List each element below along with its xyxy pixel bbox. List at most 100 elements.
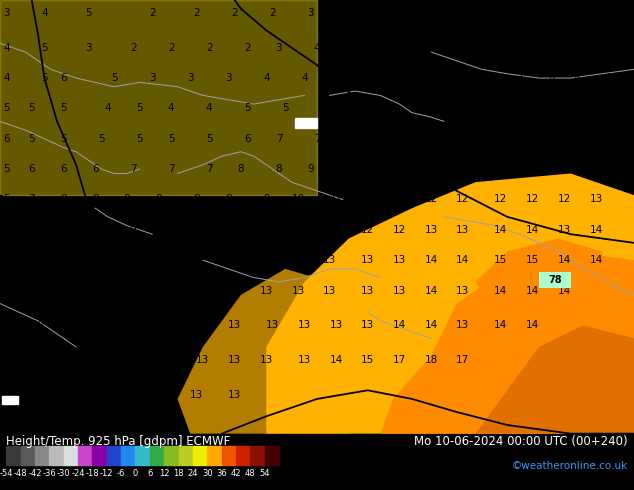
Text: 8: 8 — [485, 73, 491, 83]
Text: 5: 5 — [136, 103, 143, 113]
Text: 9: 9 — [3, 320, 10, 330]
Bar — [35, 446, 49, 465]
Bar — [78, 446, 93, 465]
Text: 6: 6 — [466, 43, 472, 53]
Bar — [2, 396, 18, 404]
Text: 12: 12 — [228, 286, 241, 295]
Text: 12: 12 — [159, 468, 169, 478]
Text: -42: -42 — [29, 468, 42, 478]
Text: 13: 13 — [361, 255, 374, 265]
Text: 13: 13 — [260, 355, 273, 365]
Text: 13: 13 — [425, 225, 437, 235]
Text: 13: 13 — [298, 320, 311, 330]
Text: 9: 9 — [586, 103, 593, 113]
Text: 4: 4 — [453, 8, 460, 18]
Text: 11: 11 — [38, 390, 51, 400]
Text: 11: 11 — [330, 195, 342, 204]
Text: 3: 3 — [276, 43, 282, 53]
Text: 6: 6 — [244, 134, 250, 144]
Text: 5: 5 — [29, 103, 35, 113]
Text: 14: 14 — [425, 286, 437, 295]
Text: 5: 5 — [428, 43, 434, 53]
Text: 3: 3 — [225, 73, 231, 83]
Text: 5: 5 — [282, 103, 288, 113]
Text: 4: 4 — [314, 43, 320, 53]
Text: 11: 11 — [158, 286, 171, 295]
Text: 10: 10 — [292, 195, 304, 204]
Text: 0: 0 — [586, 8, 593, 18]
Text: 13: 13 — [393, 255, 406, 265]
Text: 10: 10 — [342, 164, 355, 174]
Text: 11: 11 — [95, 320, 108, 330]
Bar — [236, 446, 250, 465]
Text: 4: 4 — [206, 103, 212, 113]
Text: 14: 14 — [330, 355, 342, 365]
Bar — [93, 446, 107, 465]
Text: 6: 6 — [3, 134, 10, 144]
Bar — [221, 446, 236, 465]
Text: 15: 15 — [495, 255, 507, 265]
Text: 13: 13 — [298, 355, 311, 365]
Text: 3: 3 — [307, 8, 314, 18]
Text: 13: 13 — [456, 225, 469, 235]
Text: 6: 6 — [504, 43, 510, 53]
Text: 2: 2 — [130, 43, 136, 53]
Text: 10: 10 — [0, 355, 13, 365]
Text: 9: 9 — [130, 225, 136, 235]
Text: 8: 8 — [574, 73, 580, 83]
Text: -36: -36 — [42, 468, 56, 478]
Text: 42: 42 — [231, 468, 241, 478]
Text: 5: 5 — [60, 103, 67, 113]
Text: 10: 10 — [482, 134, 495, 144]
Text: 5: 5 — [3, 195, 10, 204]
Text: 6: 6 — [529, 8, 536, 18]
Text: 17: 17 — [456, 355, 469, 365]
Text: -54: -54 — [0, 468, 13, 478]
Text: 10: 10 — [514, 134, 526, 144]
Text: 2: 2 — [231, 8, 238, 18]
Text: 8: 8 — [225, 195, 231, 204]
Text: 11: 11 — [545, 134, 558, 144]
Text: 8: 8 — [60, 225, 67, 235]
Text: 3: 3 — [187, 73, 193, 83]
Text: -12: -12 — [100, 468, 113, 478]
Text: 13: 13 — [361, 286, 374, 295]
Text: 10: 10 — [32, 320, 44, 330]
Text: 14: 14 — [590, 255, 602, 265]
Text: ©weatheronline.co.uk: ©weatheronline.co.uk — [512, 461, 628, 471]
Text: 13: 13 — [558, 225, 571, 235]
Text: 7: 7 — [3, 255, 10, 265]
Polygon shape — [476, 239, 602, 325]
Text: 9: 9 — [491, 103, 498, 113]
Text: 11: 11 — [609, 134, 621, 144]
Text: 8: 8 — [29, 225, 35, 235]
Text: 2: 2 — [244, 43, 250, 53]
Text: 17: 17 — [393, 355, 406, 365]
Text: 8: 8 — [605, 43, 612, 53]
Text: 5: 5 — [29, 134, 35, 144]
Text: 13: 13 — [228, 390, 241, 400]
Text: 7: 7 — [3, 225, 10, 235]
Text: 12: 12 — [260, 255, 273, 265]
Text: 12: 12 — [292, 255, 304, 265]
Text: 12: 12 — [393, 225, 406, 235]
Text: Height/Temp. 925 hPa [gdpm] ECMWF: Height/Temp. 925 hPa [gdpm] ECMWF — [6, 435, 231, 448]
Text: 9: 9 — [612, 103, 618, 113]
Text: 10: 10 — [444, 134, 456, 144]
Polygon shape — [178, 269, 380, 434]
Text: 12: 12 — [330, 225, 342, 235]
Text: 5: 5 — [3, 164, 10, 174]
Text: 10: 10 — [0, 390, 13, 400]
Text: 11: 11 — [127, 320, 139, 330]
Text: 14: 14 — [495, 286, 507, 295]
Text: 11: 11 — [571, 164, 583, 174]
Text: 13: 13 — [456, 320, 469, 330]
Bar — [164, 446, 179, 465]
Text: 8: 8 — [428, 103, 434, 113]
Text: 54: 54 — [259, 468, 270, 478]
Text: 7: 7 — [517, 73, 523, 83]
Text: 4: 4 — [415, 8, 422, 18]
Text: 13: 13 — [190, 390, 203, 400]
Text: 13: 13 — [393, 286, 406, 295]
Bar — [21, 446, 35, 465]
